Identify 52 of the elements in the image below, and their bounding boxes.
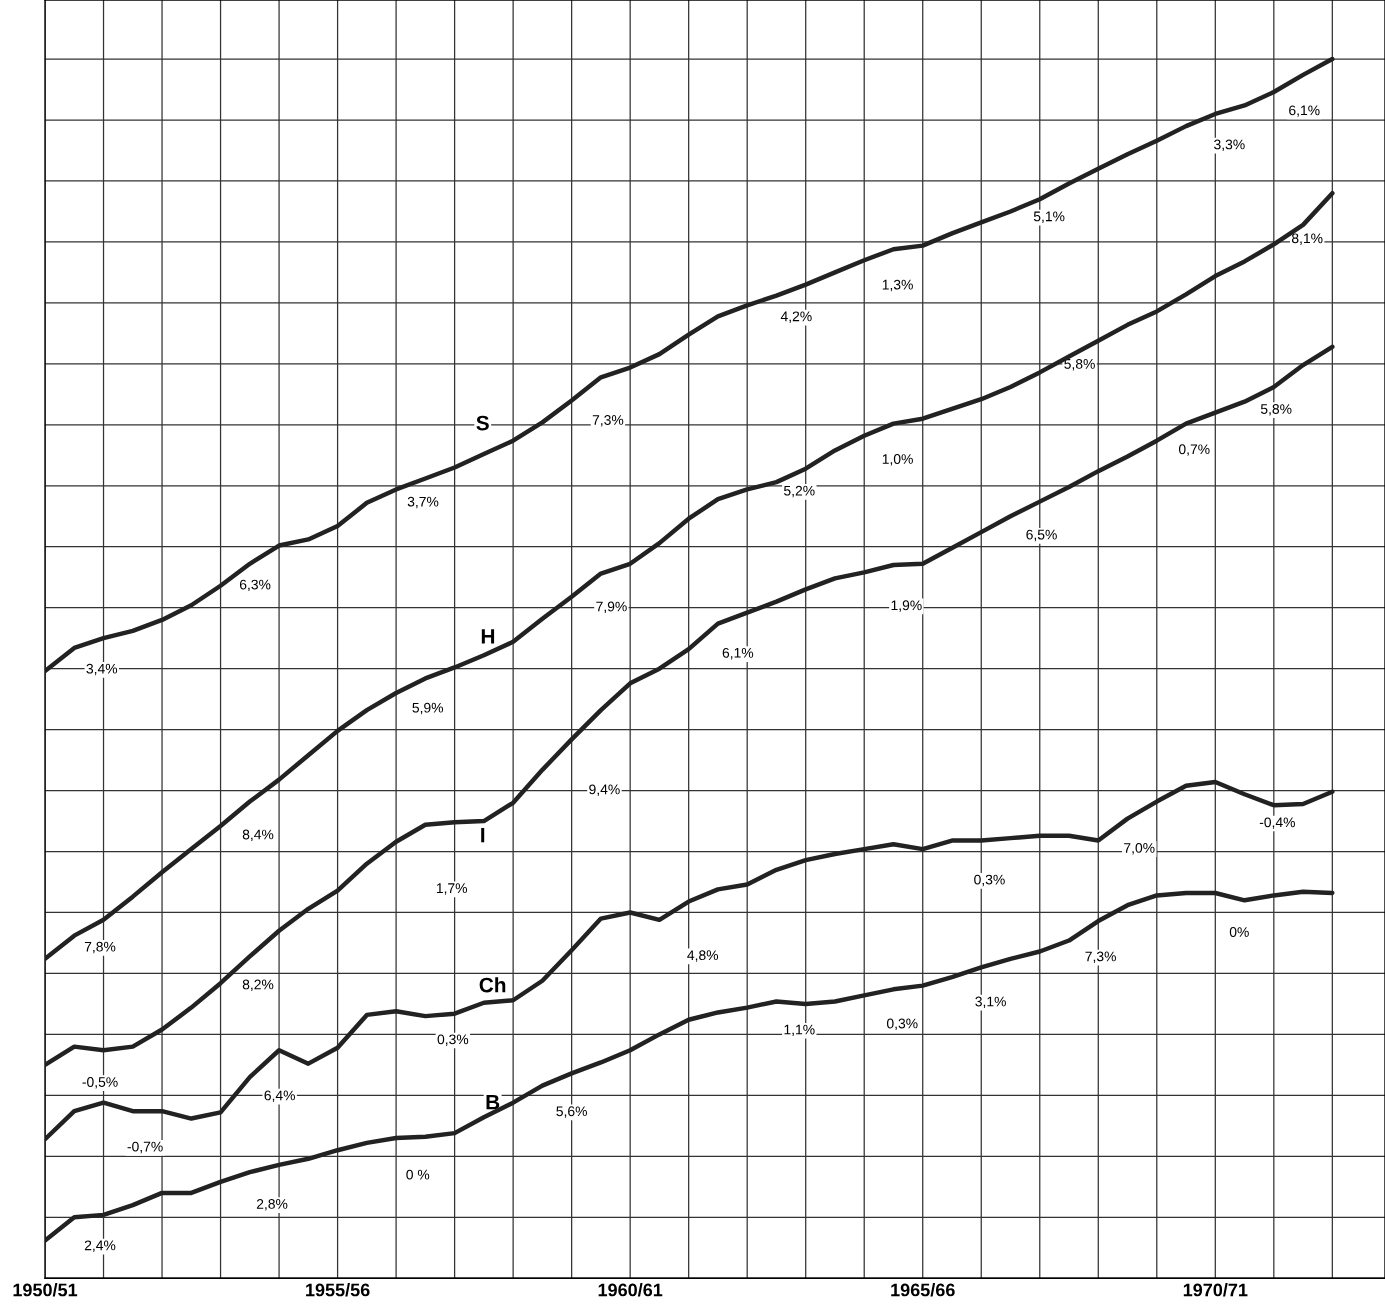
annotation: 0% [1229, 927, 1249, 937]
annotation: 8,1% [1291, 233, 1323, 245]
annotation: 0,3% [974, 874, 1005, 887]
annotation: 6,1% [722, 647, 754, 660]
annotation: 7,9% [596, 601, 627, 614]
annotation: 5,2% [784, 485, 815, 498]
annotation: 1,0% [882, 454, 913, 466]
annotation: 1,3% [882, 279, 913, 292]
annotation: -0,4% [1259, 817, 1295, 829]
annotation: 7,3% [1085, 951, 1116, 963]
annotation: 4,8% [687, 950, 719, 962]
annotation: 1,7% [436, 883, 468, 895]
annotation: 0,3% [437, 1034, 469, 1046]
annotation: H [481, 629, 495, 644]
annotation: 3,1% [975, 996, 1006, 1009]
annotation: 5,1% [1033, 211, 1065, 223]
annotation: 1,9% [891, 600, 922, 612]
annotation: 5,8% [1064, 358, 1095, 371]
annotation: 8,2% [242, 979, 274, 992]
x-tick-label: 1960/61 [598, 1283, 663, 1297]
annotation: 2,8% [256, 1198, 288, 1211]
annotation: 0 % [406, 1169, 430, 1180]
annotation: 3,3% [1214, 139, 1245, 151]
annotation: 3,4% [86, 663, 118, 676]
annotation: B [486, 1094, 500, 1110]
annotation: 5,8% [1260, 404, 1292, 416]
annotation: I [481, 827, 485, 843]
annotation: 5,9% [412, 702, 444, 715]
x-tick-label: 1950/51 [13, 1283, 78, 1297]
annotation: 2,4% [84, 1240, 116, 1252]
annotation: 6,3% [239, 579, 271, 592]
annotation: 0,7% [1178, 444, 1210, 456]
annotation: Ch [479, 977, 506, 993]
annotation: 8,4% [242, 829, 274, 842]
x-tick-label: 1965/66 [891, 1283, 955, 1297]
x-tick-label: 1955/56 [306, 1283, 370, 1297]
annotation: 1,1% [784, 1024, 815, 1037]
annotation: 7,0% [1124, 842, 1155, 855]
annotation: 6,1% [1289, 105, 1320, 117]
annotation: 7,3% [592, 415, 624, 427]
annotation: 3,7% [407, 496, 439, 509]
x-tick-label: 1970/71 [1183, 1283, 1248, 1297]
annotation: 4,2% [780, 311, 812, 323]
annotation: -0,5% [82, 1077, 118, 1089]
annotation: 0,3% [886, 1018, 918, 1031]
annotation: -0,7% [127, 1141, 163, 1154]
annotation: 7,8% [84, 941, 116, 954]
annotation: 9,4% [589, 784, 620, 796]
annotation: S [476, 415, 489, 431]
annotation: 6,4% [264, 1090, 295, 1102]
annotation: 5,6% [556, 1106, 587, 1118]
annotation: 6,5% [1026, 529, 1057, 542]
